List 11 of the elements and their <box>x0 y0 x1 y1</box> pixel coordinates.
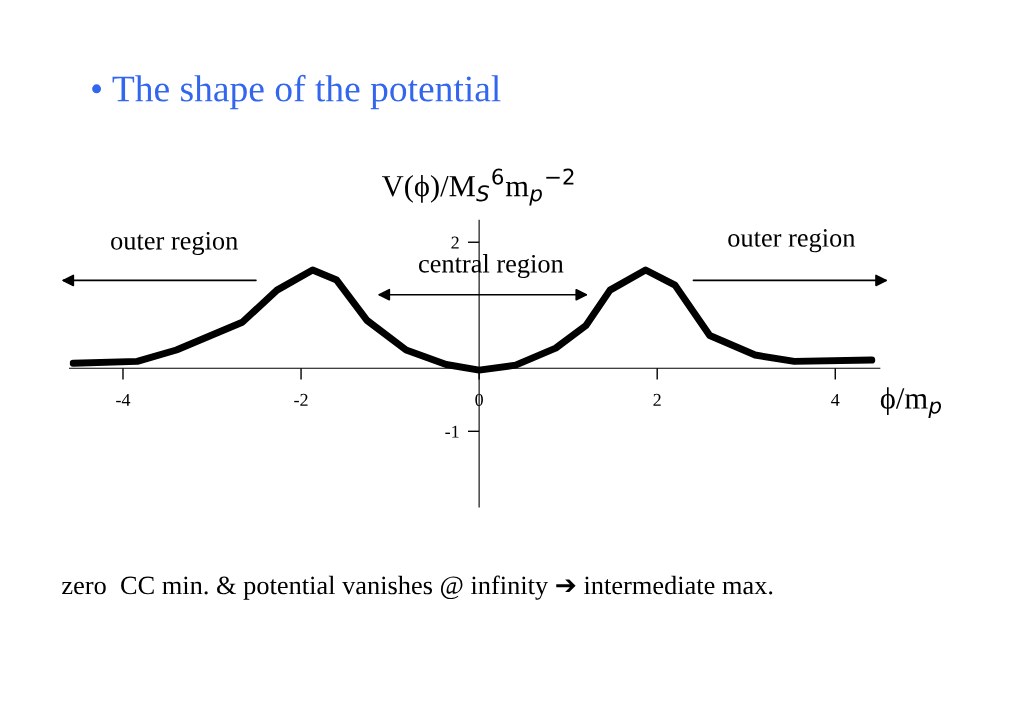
annotation: outer region <box>728 229 856 253</box>
x-tick-label: -2 <box>294 393 308 406</box>
x-axis-title: ϕ/m$_{p}$ <box>880 387 942 418</box>
y-tick-label: -1 <box>445 425 459 438</box>
x-tick-label: 2 <box>653 393 661 406</box>
x-tick-label: -4 <box>116 393 131 406</box>
y-axis-title: V(ϕ)/M$_{S}$$^{6}$m$_{p}$$^{−2}$ <box>382 168 574 206</box>
x-tick-label: 4 <box>831 393 840 406</box>
annotation: outer region <box>111 231 238 256</box>
chart-title: • The shape of the potential <box>92 74 501 110</box>
text: zero CC min. & potential vanishes @ infinity ➔ intermediate max. <box>62 575 773 600</box>
